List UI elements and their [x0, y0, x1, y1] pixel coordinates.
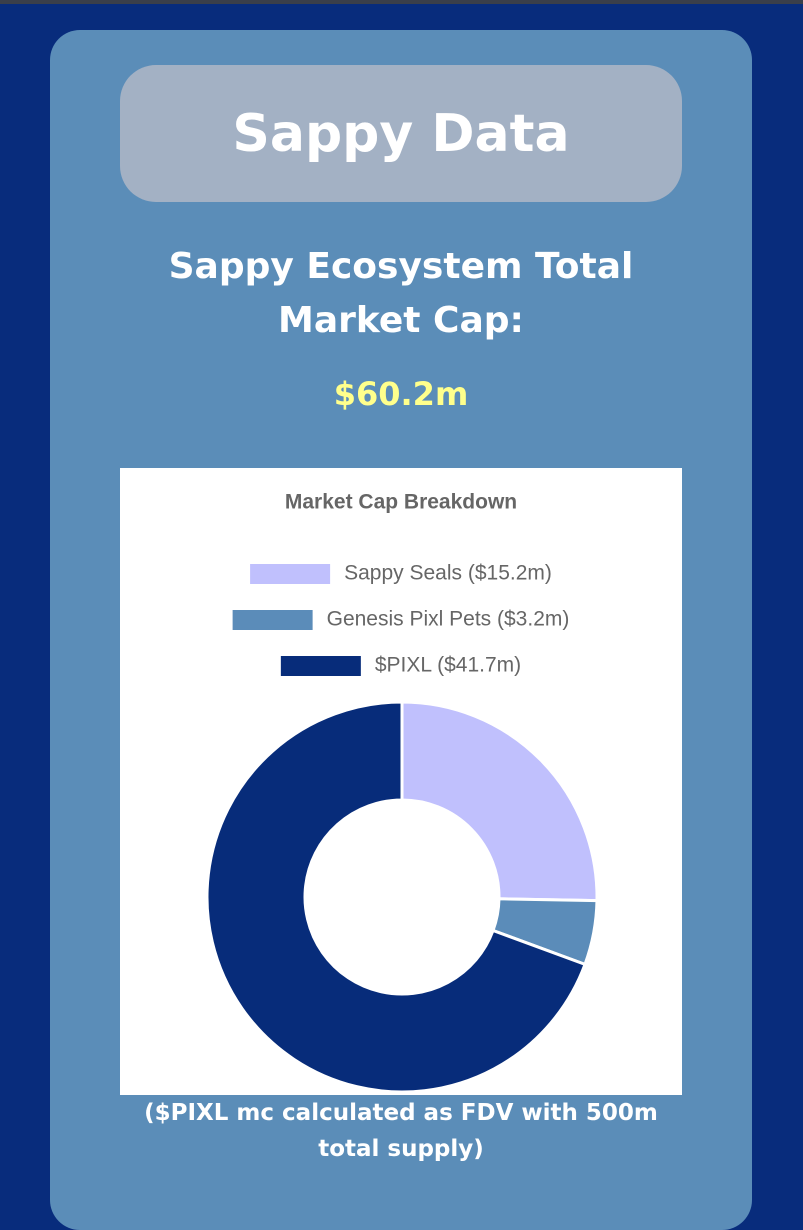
- legend-swatch: [280, 656, 361, 676]
- legend-label: Sappy Seals ($15.2m): [344, 562, 552, 585]
- donut-slice: [400, 700, 599, 903]
- footnote: ($PIXL mc calculated as FDV with 500m to…: [144, 1100, 658, 1162]
- chart-title: Market Cap Breakdown: [285, 491, 517, 514]
- top-bar: [0, 0, 803, 4]
- legend-label: Genesis Pixl Pets ($3.2m): [327, 608, 570, 631]
- summary-total: $60.2m: [333, 375, 469, 413]
- chart: Market Cap Breakdown Sappy Seals ($15.2m…: [120, 468, 682, 1095]
- legend-swatch: [250, 564, 331, 584]
- legend-label: $PIXL ($41.7m): [375, 654, 521, 677]
- header-title: Sappy Data: [120, 65, 682, 202]
- legend-swatch: [232, 610, 313, 630]
- summary-heading: Sappy Ecosystem Total Market Cap:: [168, 246, 634, 341]
- donut-slice: [205, 700, 587, 1094]
